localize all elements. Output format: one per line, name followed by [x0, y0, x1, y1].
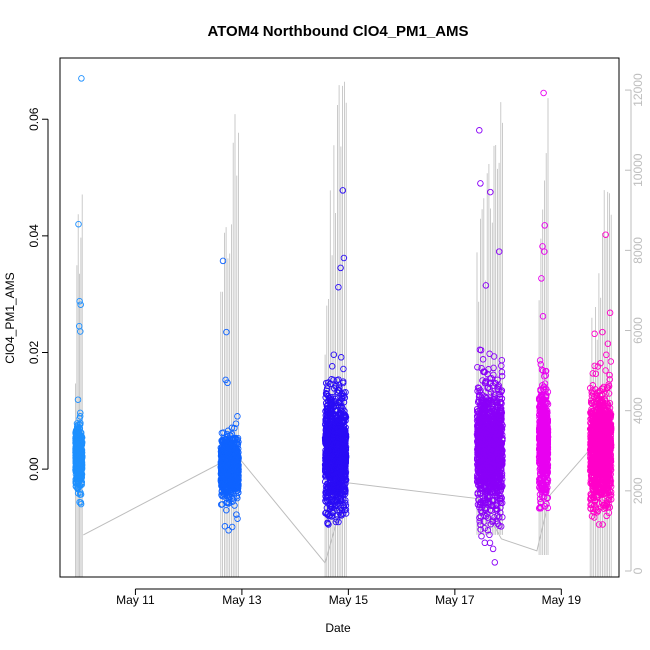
- data-point: [231, 502, 238, 509]
- data-point: [219, 257, 227, 265]
- data-point: [228, 523, 236, 531]
- data-point: [75, 220, 82, 228]
- y-axis-label: ClO4_PM1_AMS: [3, 272, 17, 363]
- data-point: [77, 459, 84, 467]
- data-point: [223, 434, 231, 441]
- data-point: [218, 444, 226, 451]
- data-point: [235, 472, 242, 480]
- data-point: [327, 380, 334, 388]
- data-point: [74, 448, 81, 455]
- data-point: [77, 491, 85, 498]
- x-axis-label: Date: [325, 621, 351, 635]
- data-point: [229, 449, 236, 457]
- data-point: [330, 351, 338, 358]
- data-point: [225, 527, 232, 534]
- data-point: [74, 442, 82, 449]
- data-point: [221, 523, 229, 530]
- data-point: [232, 420, 240, 427]
- data-point: [233, 483, 240, 490]
- data-point: [74, 396, 82, 403]
- data-point: [72, 429, 80, 436]
- data-point: [223, 499, 231, 506]
- data-point: [232, 457, 240, 464]
- data-point: [77, 500, 85, 508]
- data-point: [229, 465, 237, 473]
- data-point: [74, 473, 82, 481]
- data-point: [233, 451, 241, 458]
- data-point: [76, 425, 84, 432]
- data-point: [220, 487, 228, 495]
- points-layer: [72, 75, 615, 566]
- data-point: [231, 436, 239, 443]
- data-point: [476, 127, 483, 134]
- data-point: [538, 275, 545, 282]
- data-point: [233, 511, 240, 518]
- data-point: [234, 465, 241, 473]
- data-point: [75, 438, 83, 446]
- data-point: [76, 415, 83, 422]
- data-point: [231, 424, 238, 432]
- data-point: [225, 496, 233, 503]
- line-segment: [75, 194, 83, 577]
- data-point: [74, 480, 81, 487]
- data-point: [218, 487, 226, 495]
- data-point: [498, 356, 506, 364]
- data-point: [77, 328, 84, 335]
- data-point: [233, 461, 241, 469]
- data-point: [220, 475, 228, 483]
- data-point: [220, 490, 228, 498]
- data-point: [220, 477, 228, 485]
- data-point: [226, 451, 233, 458]
- data-point: [223, 467, 231, 475]
- data-point: [232, 450, 240, 458]
- data-point: [487, 188, 494, 196]
- data-point: [225, 500, 232, 507]
- line-connector: [83, 446, 593, 565]
- data-point: [72, 456, 80, 463]
- data-point: [479, 356, 487, 363]
- data-point: [477, 180, 484, 187]
- data-point: [540, 89, 547, 97]
- data-point: [498, 368, 506, 376]
- data-point: [223, 328, 230, 336]
- data-point: [491, 559, 499, 566]
- data-point: [223, 457, 231, 464]
- data-point: [224, 450, 232, 457]
- data-point: [234, 515, 241, 522]
- data-point: [220, 466, 227, 474]
- data-point: [74, 421, 81, 429]
- data-point: [489, 545, 497, 553]
- data-point: [218, 501, 225, 508]
- data-point: [76, 498, 83, 506]
- data-point: [536, 357, 544, 364]
- data-point: [335, 283, 342, 291]
- data-point: [478, 532, 485, 540]
- data-point: [77, 301, 84, 308]
- data-point: [232, 465, 239, 473]
- data-point: [223, 430, 231, 438]
- data-point: [78, 480, 85, 487]
- chart-title: ATOM4 Northbound ClO4_PM1_AMS: [207, 23, 468, 40]
- data-point: [224, 437, 232, 445]
- data-point: [78, 461, 85, 468]
- data-point: [78, 438, 85, 445]
- data-point: [230, 443, 237, 451]
- data-point: [228, 424, 236, 432]
- data-point: [235, 476, 242, 484]
- data-point: [340, 365, 347, 373]
- data-point: [78, 474, 85, 481]
- data-point: [224, 379, 231, 387]
- data-point: [223, 506, 230, 514]
- data-point: [78, 75, 85, 82]
- data-point: [226, 483, 234, 491]
- data-point: [228, 480, 236, 487]
- data-point: [229, 495, 236, 502]
- data-point: [234, 413, 241, 420]
- data-point: [219, 456, 226, 464]
- data-point: [76, 297, 83, 305]
